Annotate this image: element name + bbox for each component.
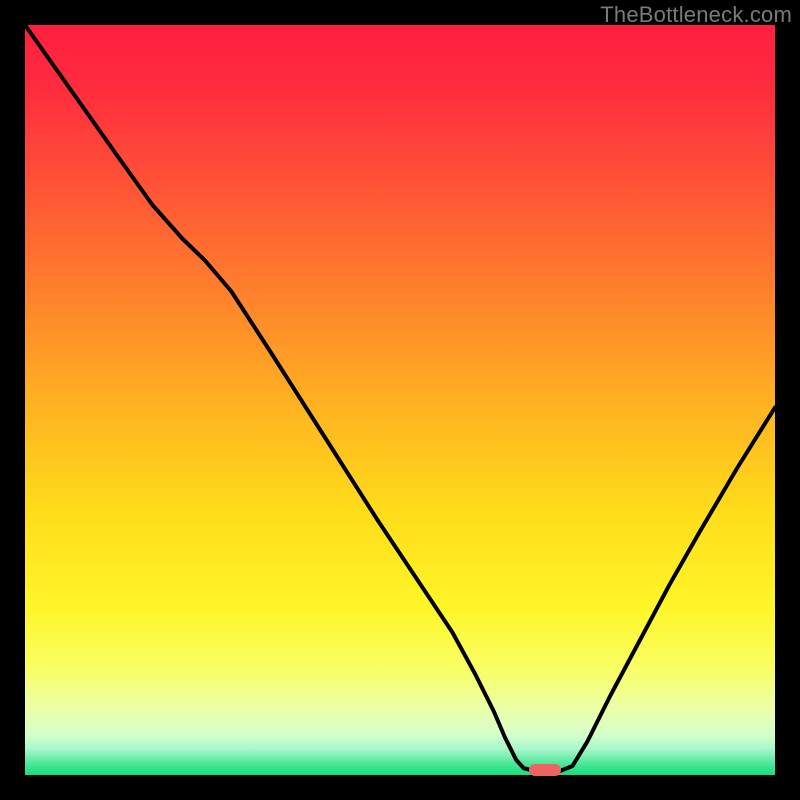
bottleneck-chart xyxy=(0,0,800,800)
figure-root: { "canvas": { "width": 800, "height": 80… xyxy=(0,0,800,800)
plot-area xyxy=(25,25,775,775)
watermark-text: TheBottleneck.com xyxy=(600,2,792,28)
optimal-marker xyxy=(529,764,561,776)
